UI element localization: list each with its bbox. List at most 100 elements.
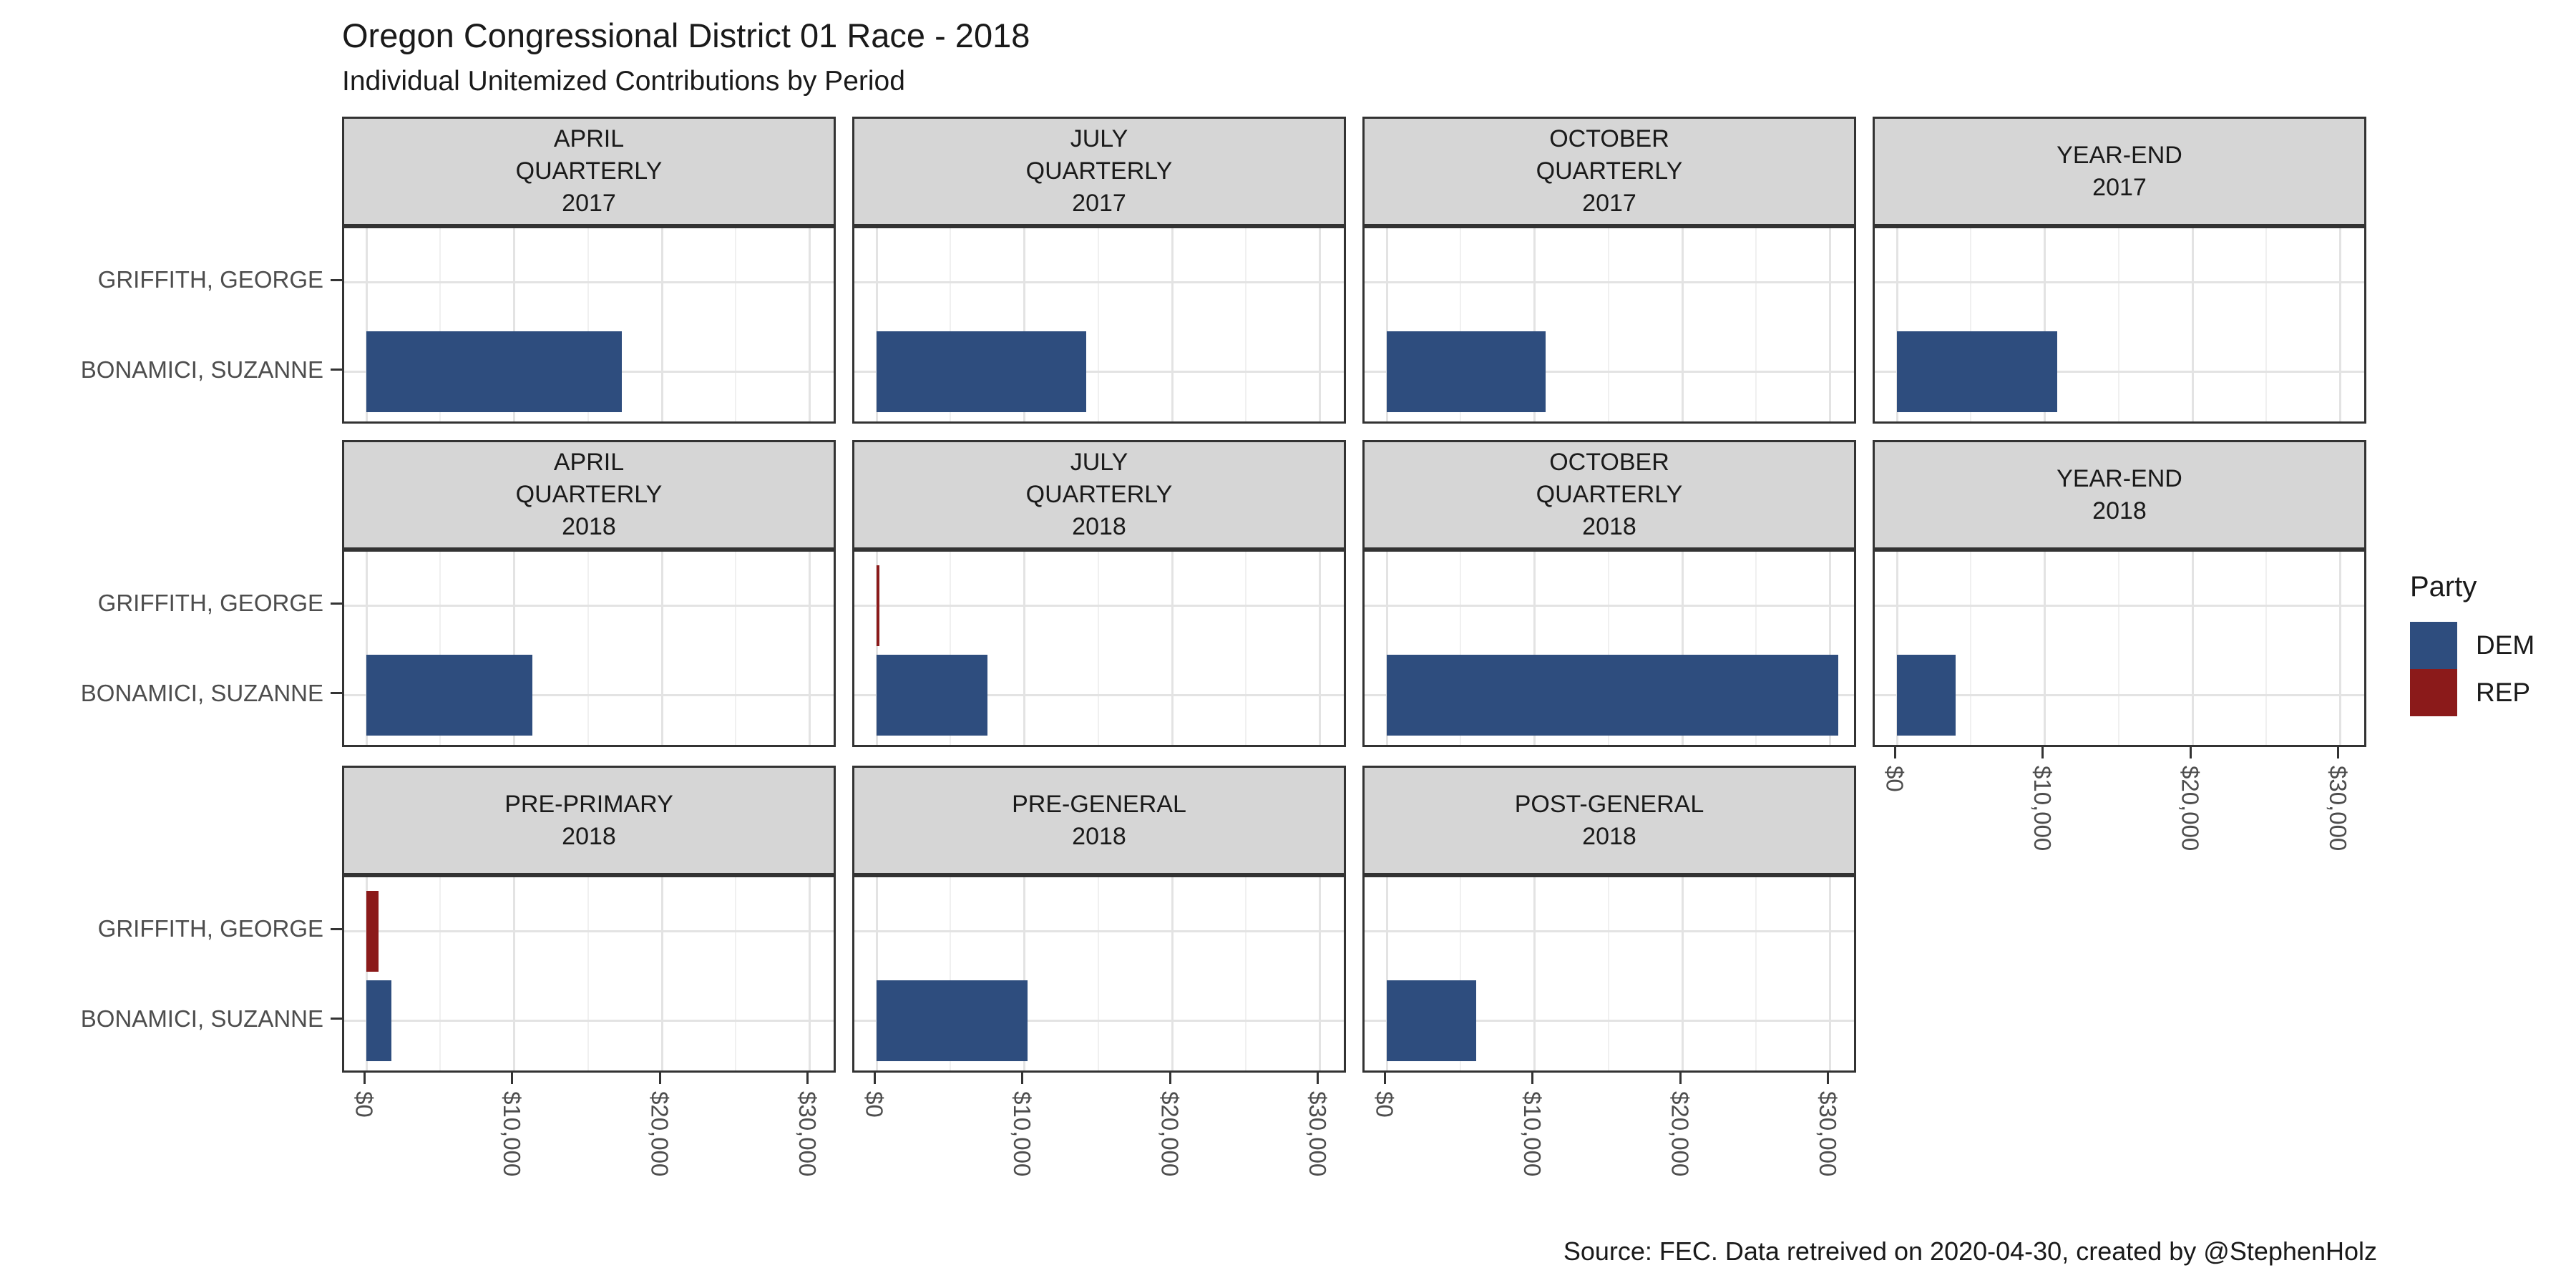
gridline [1970, 552, 1972, 745]
x-tick-mark [1021, 1073, 1023, 1084]
bar-bonamici-suzanne-dem [366, 331, 623, 413]
gridline [2117, 552, 2119, 745]
gridline [439, 552, 441, 745]
gridline [1319, 552, 1321, 745]
x-tick-label: $0 [1371, 1091, 1398, 1118]
gridline [950, 877, 952, 1070]
bar-bonamici-suzanne-dem [877, 980, 1028, 1062]
facet-strip-label: YEAR-END 2018 [2057, 464, 2182, 525]
gridline [1896, 228, 1898, 421]
gridline [1365, 930, 1854, 932]
legend: Party DEM REP [2410, 571, 2534, 716]
x-tick-label: $20,000 [2177, 766, 2204, 852]
gridline [854, 694, 1344, 697]
gridline [1607, 877, 1609, 1070]
legend-entry-rep: REP [2410, 669, 2534, 716]
bar-griffith-george-rep [366, 890, 379, 972]
facet-panel-pre-general-2018 [852, 875, 1346, 1073]
gridline [1385, 228, 1388, 421]
facet-strip-year-end-2018: YEAR-END 2018 [1873, 440, 2366, 550]
gridline [439, 228, 441, 421]
gridline [735, 552, 737, 745]
x-tick-mark [511, 1073, 513, 1084]
gridline [854, 1020, 1344, 1023]
legend-swatch-dem [2410, 622, 2457, 669]
x-tick-mark [658, 1073, 661, 1084]
y-axis-label-griffith-george: GRIFFITH, GEORGE [97, 266, 323, 293]
gridline [735, 228, 737, 421]
x-tick-mark [1317, 1073, 1319, 1084]
bar-bonamici-suzanne-dem [1387, 980, 1476, 1062]
gridline [1171, 228, 1174, 421]
x-tick-label: $0 [351, 1091, 378, 1118]
gridline [1755, 552, 1757, 745]
x-tick-label: $10,000 [499, 1091, 525, 1177]
gridline [2265, 228, 2268, 421]
x-tick-label: $10,000 [2029, 766, 2056, 852]
facet-strip-pre-general-2018: PRE-GENERAL 2018 [852, 766, 1346, 875]
bar-bonamici-suzanne-dem [1897, 655, 1956, 736]
x-tick-mark [806, 1073, 809, 1084]
gridline [1681, 877, 1684, 1070]
gridline [660, 228, 663, 421]
gridline [1970, 228, 1972, 421]
bar-bonamici-suzanne-dem [1387, 655, 1838, 736]
gridline [1023, 877, 1025, 1070]
bar-bonamici-suzanne-dem [877, 331, 1087, 413]
gridline [1023, 552, 1025, 745]
gridline [1171, 877, 1174, 1070]
gridline [513, 877, 515, 1070]
y-axis-label-bonamici-suzanne: BONAMICI, SUZANNE [80, 1005, 323, 1032]
x-tick-mark [2189, 747, 2192, 758]
gridline [513, 552, 515, 745]
gridline [1875, 280, 2364, 283]
gridline [2117, 228, 2119, 421]
gridline [950, 228, 952, 421]
gridline [1319, 877, 1321, 1070]
gridline [1681, 552, 1684, 745]
bar-bonamici-suzanne-dem [366, 980, 392, 1062]
facet-strip-label: APRIL QUARTERLY 2017 [515, 125, 663, 217]
gridline [875, 228, 878, 421]
x-tick-label: $30,000 [2325, 766, 2351, 852]
gridline [1875, 694, 2364, 697]
y-tick-mark [331, 278, 342, 281]
facet-strip-label: JULY QUARTERLY 2017 [1025, 125, 1173, 217]
gridline [344, 694, 834, 697]
facet-strip-label: PRE-PRIMARY 2018 [504, 790, 673, 850]
facet-panel-post-general-2018 [1362, 875, 1856, 1073]
x-tick-label: $30,000 [794, 1091, 821, 1177]
gridline [1829, 552, 1831, 745]
gridline [365, 552, 368, 745]
legend-entry-dem: DEM [2410, 622, 2534, 669]
y-tick-mark [331, 692, 342, 695]
gridline [1607, 228, 1609, 421]
gridline [1365, 371, 1854, 374]
gridline [2191, 228, 2194, 421]
x-tick-label: $30,000 [1815, 1091, 1841, 1177]
gridline [1875, 371, 2364, 374]
gridline [854, 371, 1344, 374]
gridline [950, 552, 952, 745]
gridline [1245, 228, 1247, 421]
bar-bonamici-suzanne-dem [1897, 331, 2058, 413]
gridline [587, 877, 589, 1070]
chart-title: Oregon Congressional District 01 Race - … [342, 16, 1030, 54]
y-tick-mark [331, 927, 342, 930]
gridline [1245, 877, 1247, 1070]
gridline [660, 552, 663, 745]
facet-panel-year-end-2017 [1873, 226, 2366, 424]
gridline [344, 1020, 834, 1023]
facet-panel-year-end-2018 [1873, 550, 2366, 747]
facet-strip-july-quarterly-2017: JULY QUARTERLY 2017 [852, 117, 1346, 226]
gridline [1385, 552, 1388, 745]
facet-strip-label: JULY QUARTERLY 2018 [1025, 449, 1173, 540]
gridline [1365, 280, 1854, 283]
gridline [854, 930, 1344, 932]
legend-title: Party [2410, 571, 2477, 602]
x-tick-mark [363, 1073, 366, 1084]
facet-strip-pre-primary-2018: PRE-PRIMARY 2018 [342, 766, 836, 875]
y-axis-label-bonamici-suzanne: BONAMICI, SUZANNE [80, 679, 323, 706]
legend-entry-label: DEM [2476, 630, 2535, 660]
